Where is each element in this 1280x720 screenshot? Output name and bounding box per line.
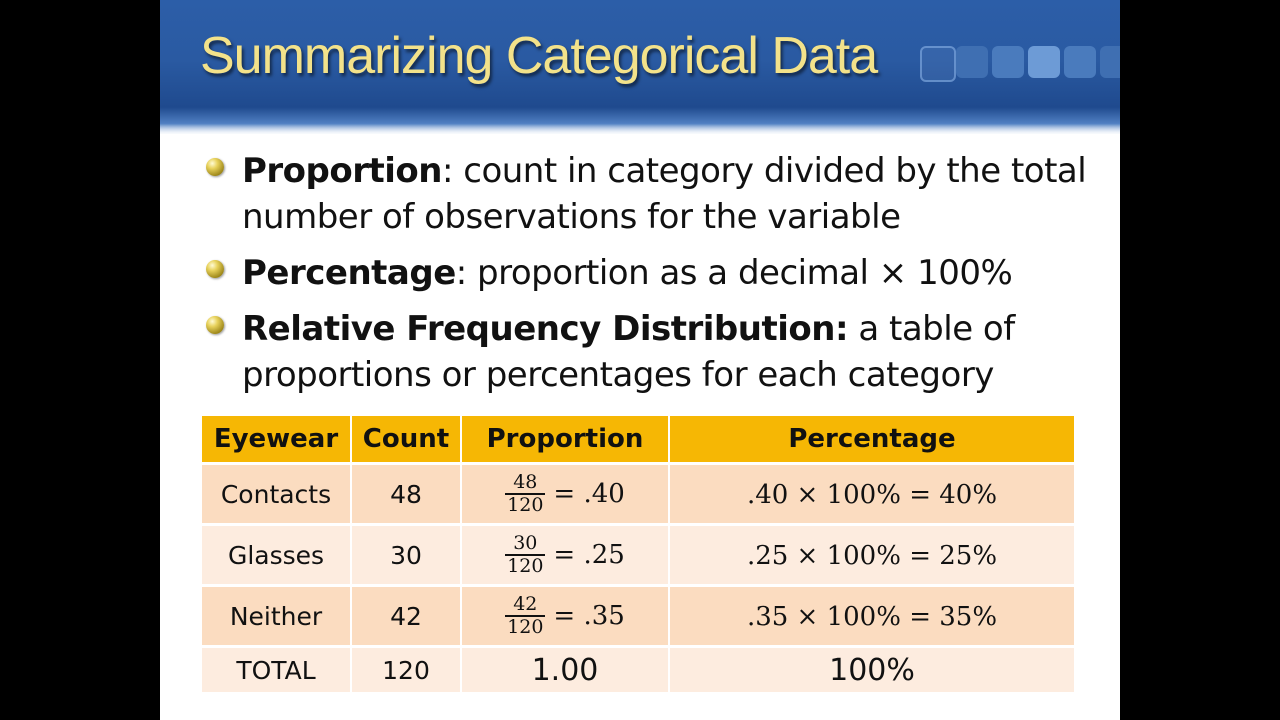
cell-eyewear: Glasses [202,526,350,587]
total-proportion-value: 1.00 [531,652,599,688]
cell-percentage: .40 × 100% = 40% [670,465,1074,526]
cell-total-proportion: 1.00 [462,648,668,695]
percentage-expression: .40 × 100% = 40% [746,479,998,510]
bullet-term: Relative Frequency Distribution: [242,309,849,349]
table-total-row: TOTAL 120 1.00 100% [202,648,1074,695]
header-proportion: Proportion [462,416,668,465]
cell-eyewear: Contacts [202,465,350,526]
cell-total-label: TOTAL [202,648,350,695]
percentage-expression: .35 × 100% = 35% [746,601,998,632]
fraction: 42 120 [505,594,546,638]
slide: Summarizing Categorical Data Proportion:… [160,0,1120,720]
cell-proportion: 42 120 = .35 [462,587,668,648]
fraction-numerator: 30 [505,533,546,556]
table-header-row: Eyewear Count Proportion Percentage [202,416,1074,465]
header-eyewear: Eyewear [202,416,350,465]
table-row: Glasses 30 30 120 = .25 .25 × 100% = 25% [202,526,1074,587]
fraction: 30 120 [505,533,546,577]
decorative-square [1028,46,1060,78]
proportion-value: = .35 [553,601,625,631]
cell-count: 42 [352,587,460,648]
cell-total-percentage: 100% [670,648,1074,695]
bullet-text: : count in category divided by the total… [242,151,1087,237]
cell-count: 30 [352,526,460,587]
decorative-square [920,46,956,82]
slide-title: Summarizing Categorical Data [200,27,878,85]
decorative-square [956,46,988,78]
cell-percentage: .25 × 100% = 25% [670,526,1074,587]
fraction: 48 120 [505,472,546,516]
decorative-square [1100,46,1120,78]
decorative-square [1064,46,1096,78]
bullet-percentage: Percentage: proportion as a decimal × 10… [200,250,1100,296]
fraction-denominator: 120 [507,494,544,516]
percentage-expression: .25 × 100% = 25% [746,540,998,571]
header-percentage: Percentage [670,416,1074,465]
bullet-list: Proportion: count in category divided by… [200,148,1100,408]
cell-proportion: 30 120 = .25 [462,526,668,587]
cell-total-count: 120 [352,648,460,695]
cell-count: 48 [352,465,460,526]
bullet-icon [206,316,224,334]
proportion-value: = .25 [553,540,625,570]
bullet-icon [206,158,224,176]
fraction-denominator: 120 [507,616,544,638]
cell-percentage: .35 × 100% = 35% [670,587,1074,648]
bullet-icon [206,260,224,278]
title-bar: Summarizing Categorical Data [160,0,1120,134]
cell-eyewear: Neither [202,587,350,648]
table-row: Neither 42 42 120 = .35 .35 × 100% = 35% [202,587,1074,648]
bullet-relative-frequency: Relative Frequency Distribution: a table… [200,306,1100,398]
proportion-value: = .40 [553,479,625,509]
bullet-text: : proportion as a decimal × 100% [455,253,1013,293]
bullet-text: a table of proportions or percentages fo… [242,309,1015,395]
decorative-square [992,46,1024,78]
bullet-term: Percentage [242,253,456,293]
total-percentage-value: 100% [829,652,915,688]
fraction-denominator: 120 [507,555,544,577]
bullet-proportion: Proportion: count in category divided by… [200,148,1100,240]
frequency-table: Eyewear Count Proportion Percentage Cont… [200,416,1076,695]
table-row: Contacts 48 48 120 = .40 .40 × 100% = 40% [202,465,1074,526]
cell-proportion: 48 120 = .40 [462,465,668,526]
bullet-term: Proportion [242,151,442,191]
fraction-numerator: 42 [505,594,546,617]
fraction-numerator: 48 [505,472,546,495]
header-count: Count [352,416,460,465]
